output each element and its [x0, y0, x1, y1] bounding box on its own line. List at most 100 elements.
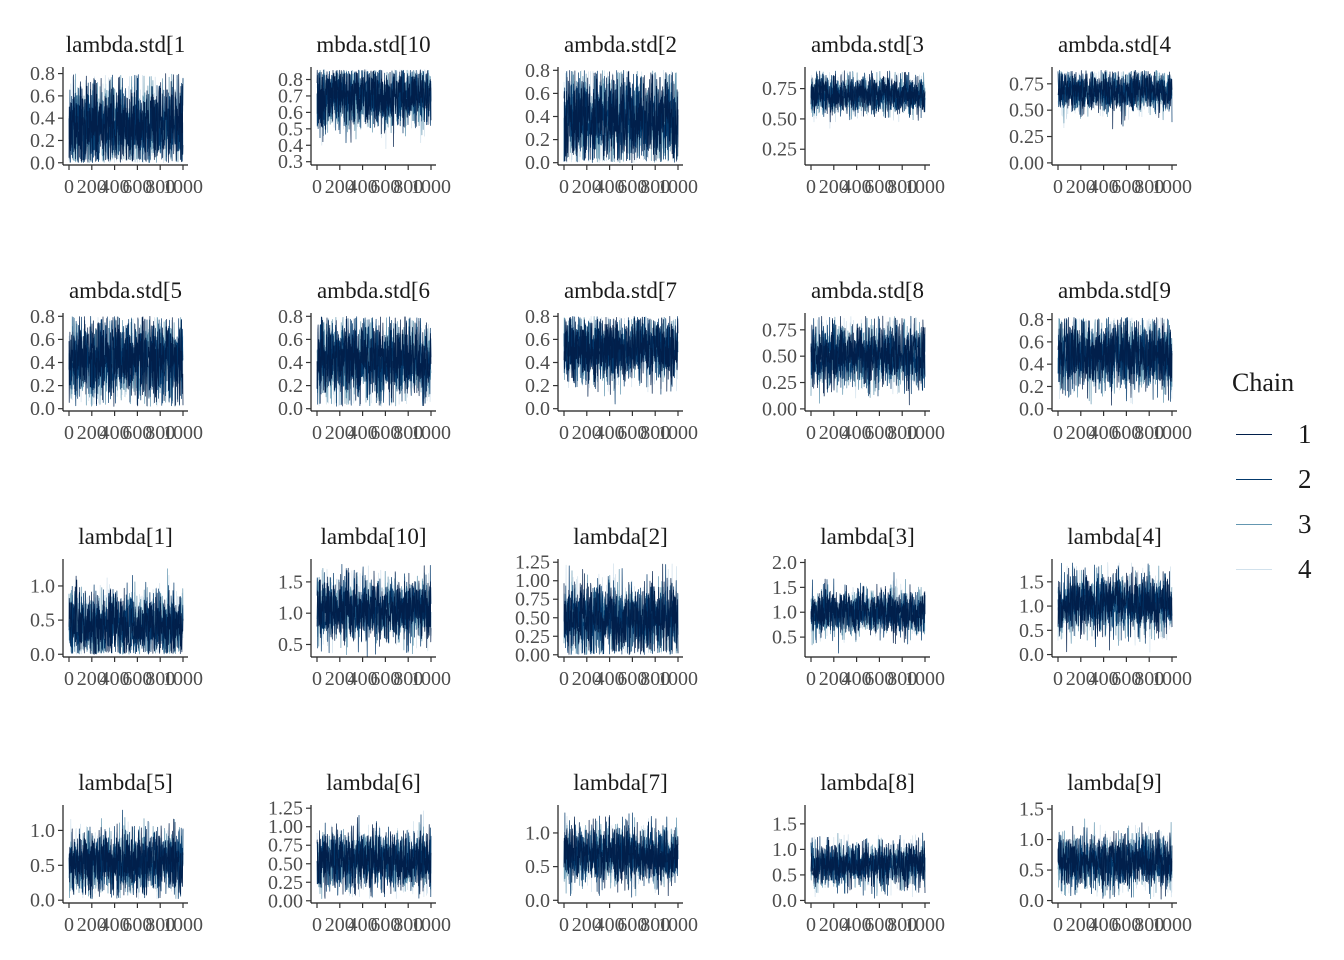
- trace-panel: 0.000.250.500.751.001.25 0 200400600800100…: [515, 524, 698, 690]
- y-tick-label: 1.0: [525, 822, 550, 844]
- x-tick-label: 800: [887, 422, 917, 444]
- x-tick-label: 600: [1111, 668, 1141, 690]
- x-tick-label: 600: [617, 668, 647, 690]
- y-tick-label: 0.2: [525, 129, 550, 151]
- y-tick-label: 0.25: [268, 872, 303, 894]
- x-tick-label: 1000: [905, 422, 945, 444]
- x-tick-label: 200: [819, 668, 849, 690]
- x-tick-label: 800: [1134, 176, 1164, 198]
- trace-lines: [68, 568, 184, 655]
- x-tick-label: 200: [819, 914, 849, 936]
- y-tick-label: 0.5: [30, 610, 55, 632]
- x-tick-label: 1000: [411, 668, 451, 690]
- panel-title: lambda[2]: [573, 524, 668, 549]
- x-tick-label: 800: [145, 422, 175, 444]
- chain-1-trace: [563, 815, 679, 897]
- x-tick-label: 600: [617, 422, 647, 444]
- panel-title: ambda.std[4: [1058, 32, 1172, 57]
- x-tick-label: 200: [572, 668, 602, 690]
- x-tick-label: 0: [64, 668, 74, 690]
- x-tick-label: 1000: [658, 422, 698, 444]
- y-tick-label: 0.25: [515, 626, 550, 648]
- x-tick-label: 200: [572, 176, 602, 198]
- x-tick-label: 600: [1111, 176, 1141, 198]
- y-tick-label: 0.5: [772, 864, 797, 886]
- chain-1-trace: [563, 315, 679, 397]
- y-tick-label: 0.0: [772, 890, 797, 912]
- x-tick-label: 0: [559, 914, 569, 936]
- y-tick-label: 0.4: [1019, 354, 1044, 376]
- chain-1-trace: [316, 69, 432, 147]
- y-tick-label: 0.2: [278, 375, 303, 397]
- y-tick-label: 0.0: [30, 152, 55, 174]
- x-tick-label: 200: [77, 914, 107, 936]
- x-tick-label: 800: [640, 914, 670, 936]
- x-tick-label: 1000: [1152, 176, 1192, 198]
- x-tick-label: 400: [348, 914, 378, 936]
- panel-title: mbda.std[10: [316, 32, 430, 57]
- x-tick-label: 1000: [905, 176, 945, 198]
- y-tick-label: 0.50: [762, 108, 797, 130]
- panel-title: lambda[6]: [326, 770, 421, 795]
- trace-lines: [563, 563, 679, 656]
- x-tick-label: 400: [595, 422, 625, 444]
- x-tick-label: 1000: [658, 176, 698, 198]
- y-tick-label: 0.00: [268, 890, 303, 912]
- x-tick-label: 600: [864, 176, 894, 198]
- trace-lines: [1057, 818, 1173, 900]
- panel-title: lambda[3]: [820, 524, 915, 549]
- trace-lines: [810, 70, 926, 129]
- trace-lines: [810, 315, 926, 406]
- x-tick-label: 800: [393, 422, 423, 444]
- x-tick-label: 600: [864, 668, 894, 690]
- y-tick-label: 1.0: [30, 575, 55, 597]
- x-tick-label: 400: [100, 914, 130, 936]
- x-tick-label: 200: [325, 914, 355, 936]
- trace-lines: [563, 315, 679, 405]
- x-tick-label: 800: [640, 422, 670, 444]
- y-tick-label: 0.4: [278, 352, 303, 374]
- x-tick-label: 1000: [1152, 422, 1192, 444]
- y-tick-label: 0.5: [278, 118, 303, 140]
- x-tick-label: 0: [64, 422, 74, 444]
- legend-key-chain-2: [1236, 479, 1272, 480]
- x-tick-label: 400: [100, 176, 130, 198]
- legend-item-chain-4: 4: [1218, 547, 1338, 592]
- y-tick-label: 0.0: [30, 890, 55, 912]
- y-tick-label: 1.0: [278, 603, 303, 625]
- x-tick-label: 0: [312, 668, 322, 690]
- chain-1-trace: [68, 315, 184, 407]
- y-tick-label: 0.6: [278, 329, 303, 351]
- trace-lines: [563, 812, 679, 898]
- x-tick-label: 800: [887, 176, 917, 198]
- trace-lines: [316, 315, 432, 407]
- x-tick-label: 200: [1066, 422, 1096, 444]
- y-tick-label: 0.50: [1009, 100, 1044, 122]
- y-tick-label: 0.6: [30, 85, 55, 107]
- x-tick-label: 0: [312, 914, 322, 936]
- y-tick-label: 1.5: [1019, 571, 1044, 593]
- y-tick-label: 0.5: [278, 634, 303, 656]
- x-tick-label: 0: [559, 668, 569, 690]
- y-tick-label: 0.75: [515, 589, 550, 611]
- x-tick-label: 400: [595, 914, 625, 936]
- y-tick-label: 0.6: [525, 83, 550, 105]
- y-tick-label: 0.5: [30, 855, 55, 877]
- x-tick-label: 800: [1134, 914, 1164, 936]
- x-tick-label: 200: [1066, 914, 1096, 936]
- y-tick-label: 0.75: [268, 835, 303, 857]
- x-tick-label: 1000: [905, 914, 945, 936]
- x-tick-label: 0: [64, 914, 74, 936]
- trace-lines: [316, 563, 432, 657]
- chain-1-trace: [68, 575, 184, 655]
- x-tick-label: 200: [572, 422, 602, 444]
- x-tick-label: 600: [370, 176, 400, 198]
